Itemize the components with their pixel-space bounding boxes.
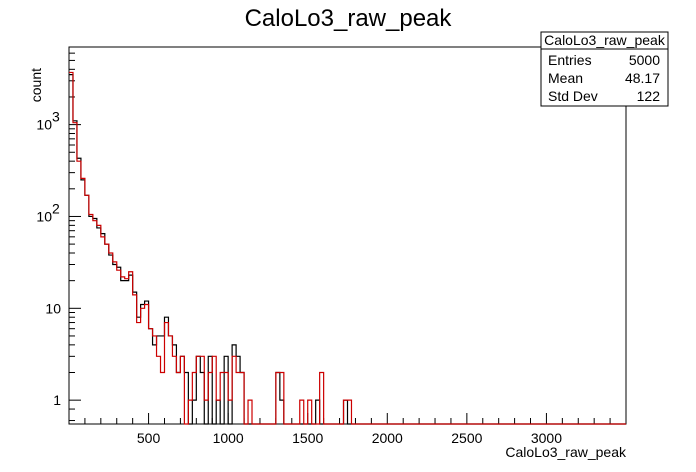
stats-stddev-value: 122 — [637, 88, 661, 104]
stats-box: CaloLo3_raw_peak Entries 5000 Mean 48.17… — [540, 31, 669, 107]
y-tick-label: 10 — [36, 117, 52, 133]
histogram-line-red — [69, 71, 626, 425]
y-tick-exponent: 2 — [52, 200, 60, 216]
stats-stddev-label: Std Dev — [548, 88, 598, 104]
y-tick-label: 10 — [36, 208, 52, 224]
y-tick-label: 10 — [45, 300, 61, 316]
x-tick-label: 3000 — [531, 430, 562, 446]
x-tick-label: 2000 — [372, 430, 403, 446]
stats-box-frame — [540, 31, 669, 107]
x-axis-label: CaloLo3_raw_peak — [505, 444, 627, 460]
stats-mean-label: Mean — [548, 70, 583, 86]
y-tick-exponent: 3 — [52, 109, 60, 125]
stats-entries-label: Entries — [548, 52, 592, 68]
chart-title: CaloLo3_raw_peak — [245, 5, 453, 32]
stats-mean-value: 48.17 — [625, 70, 660, 86]
histogram-series — [69, 71, 626, 425]
stats-entries-value: 5000 — [629, 52, 660, 68]
y-axis-label: count — [28, 68, 44, 102]
x-tick-label: 500 — [137, 430, 161, 446]
x-tick-label: 1500 — [292, 430, 323, 446]
histogram-line-black — [69, 74, 626, 425]
stats-title: CaloLo3_raw_peak — [544, 32, 666, 48]
x-tick-label: 2500 — [451, 430, 482, 446]
x-tick-label: 1000 — [213, 430, 244, 446]
y-tick-label: 1 — [53, 392, 61, 408]
